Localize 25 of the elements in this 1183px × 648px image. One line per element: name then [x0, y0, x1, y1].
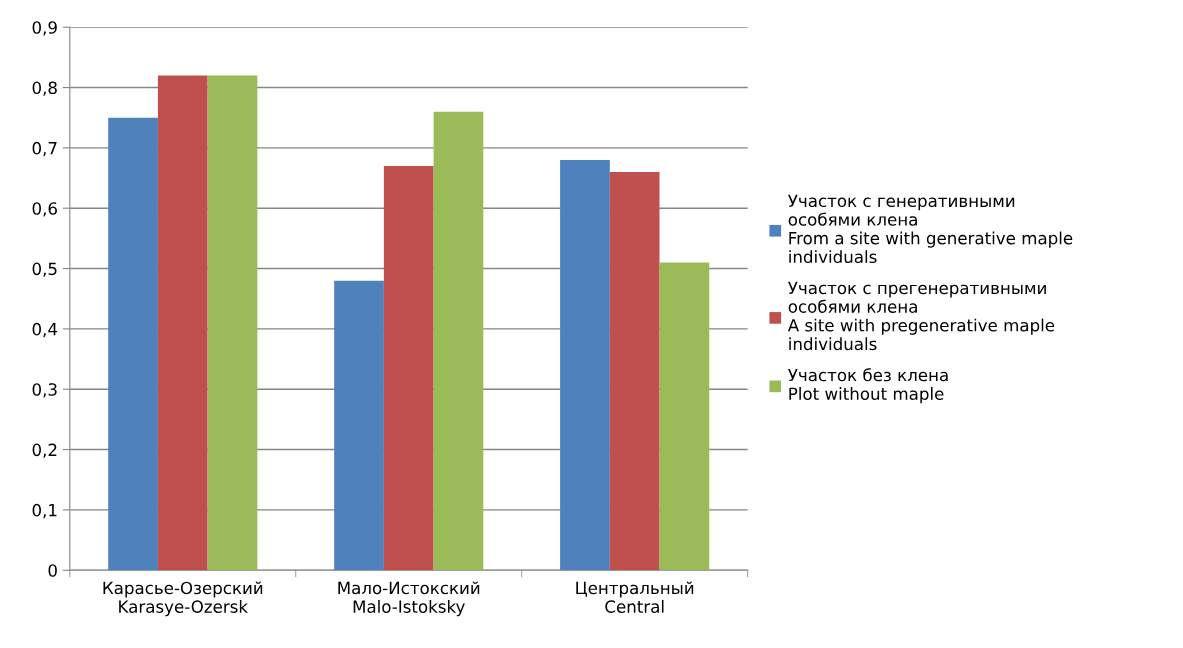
bar: [609, 172, 660, 571]
bar: [383, 165, 434, 571]
bar: [108, 117, 158, 571]
legend-label: Участок с генеративными особями клена From a site with generative maple individuals: [788, 194, 1073, 264]
bar: [334, 280, 384, 571]
y-tick-label: 0,8: [32, 81, 57, 96]
legend-label: Участок с прегенеративными особями клена A site with pregenerative maple individuals: [787, 281, 1055, 351]
y-tick-label: 0,9: [32, 21, 57, 36]
x-tick-label: Центральный Central: [576, 581, 694, 613]
y-tick-label: 0,3: [32, 383, 57, 398]
y-tick-label: 0,4: [32, 322, 58, 338]
y-tick-label: 0,5: [32, 262, 57, 277]
y-tick-label: 0,1: [32, 503, 57, 519]
y-tick-label: 0,6: [32, 202, 57, 217]
x-tick-label: Мало-Истокский Malo-Istoksky: [338, 581, 480, 617]
y-tick-label: 0: [48, 564, 57, 577]
x-tick-label: Карасье-Озерский Karasye-Ozersk: [103, 581, 263, 617]
y-tick-label: 0,2: [32, 443, 57, 458]
bar: [560, 159, 610, 571]
bar: [433, 111, 484, 571]
bar: [157, 75, 208, 571]
bar: [207, 75, 258, 571]
legend-label: Участок без клена Plot without maple: [788, 368, 948, 404]
y-tick-label: 0,7: [32, 141, 57, 157]
bar: [659, 262, 710, 571]
